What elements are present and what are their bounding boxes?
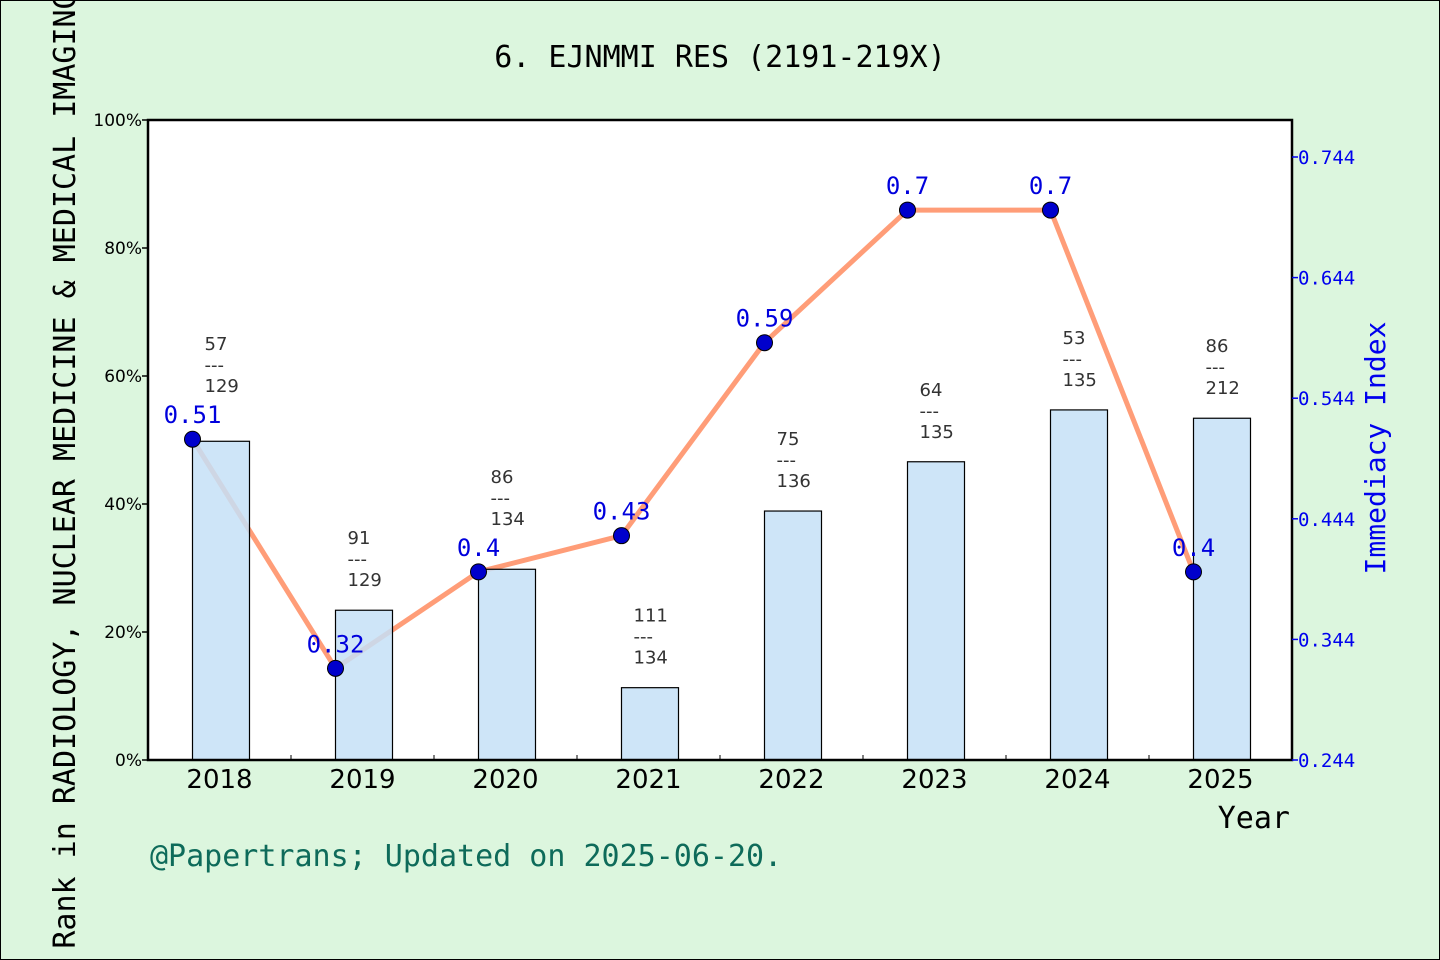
immediacy-point (184, 430, 201, 448)
x-tick-label: 2022 (758, 765, 824, 795)
x-tick-label: 2023 (901, 765, 967, 795)
rank-label: 91 (348, 528, 371, 549)
rank-label: 64 (920, 380, 943, 401)
total-label: 135 (1063, 370, 1097, 391)
rank-bar (334, 609, 394, 761)
rank-label: 53 (1063, 328, 1086, 349)
rank-separator: --- (1063, 349, 1083, 370)
x-axis-label: Year (1218, 801, 1290, 836)
rank-label: 111 (634, 606, 668, 627)
x-tick-label: 2024 (1044, 765, 1110, 795)
rank-bar (191, 440, 251, 761)
rank-bar (906, 461, 966, 761)
immediacy-label: 0.43 (593, 498, 651, 526)
x-tick-label: 2020 (472, 765, 538, 795)
right-tick-label: 0.444 (1298, 509, 1355, 531)
rank-label-group: 57---129 (205, 334, 239, 397)
immediacy-point (1042, 201, 1059, 219)
right-tick-label: 0.744 (1298, 147, 1355, 169)
immediacy-label: 0.51 (164, 401, 222, 429)
left-tick-label: 100% (93, 111, 142, 131)
left-tick-label: 0% (115, 751, 142, 771)
rank-bar (1049, 409, 1109, 761)
immediacy-label: 0.7 (886, 172, 929, 200)
rank-label: 86 (491, 467, 514, 488)
rank-label-group: 86---212 (1206, 336, 1240, 399)
right-tick-label: 0.644 (1298, 268, 1355, 290)
rank-bar (477, 568, 537, 761)
total-label: 129 (205, 376, 239, 397)
rank-separator: --- (348, 549, 368, 570)
left-axis-label: Rank in RADIOLOGY, NUCLEAR MEDICINE & ME… (48, 0, 83, 949)
footer-credit: @Papertrans; Updated on 2025-06-20. (150, 839, 782, 874)
immediacy-label: 0.7 (1029, 172, 1072, 200)
rank-separator: --- (634, 627, 654, 648)
chart-title: 6. EJNMMI RES (2191-219X) (494, 40, 946, 75)
rank-separator: --- (777, 450, 797, 471)
rank-label-group: 75---136 (777, 429, 811, 492)
rank-separator: --- (205, 355, 225, 376)
immediacy-point (613, 527, 630, 545)
rank-bar (620, 687, 680, 761)
total-label: 129 (348, 570, 382, 591)
total-label: 212 (1206, 378, 1240, 399)
rank-separator: --- (491, 488, 511, 509)
left-tick-label: 60% (104, 367, 142, 387)
right-tick-label: 0.544 (1298, 388, 1355, 410)
rank-label-group: 91---129 (348, 528, 382, 591)
immediacy-point (756, 334, 773, 352)
immediacy-label: 0.4 (457, 534, 500, 562)
rank-label: 86 (1206, 336, 1229, 357)
x-tick-label: 2018 (186, 765, 252, 795)
rank-label: 75 (777, 429, 800, 450)
rank-label-group: 86---134 (491, 467, 525, 530)
x-tick-label: 2019 (329, 765, 395, 795)
rank-bar (763, 510, 823, 761)
immediacy-point (470, 563, 487, 581)
left-tick-label: 80% (104, 239, 142, 259)
immediacy-point (899, 201, 916, 219)
rank-separator: --- (1206, 357, 1226, 378)
right-tick-label: 0.244 (1298, 750, 1355, 772)
x-tick-label: 2021 (615, 765, 681, 795)
rank-separator: --- (920, 401, 940, 422)
plot-area (148, 120, 1292, 760)
rank-label: 57 (205, 334, 228, 355)
rank-label-group: 111---134 (634, 606, 668, 669)
right-tick-label: 0.344 (1298, 629, 1355, 651)
right-axis-label: Immediacy Index (1359, 322, 1392, 575)
immediacy-point (327, 659, 344, 677)
x-tick-label: 2025 (1187, 765, 1253, 795)
rank-label-group: 53---135 (1063, 328, 1097, 391)
rank-label-group: 64---135 (920, 380, 954, 443)
left-tick-label: 40% (104, 495, 142, 515)
left-tick-label: 20% (104, 623, 142, 643)
total-label: 135 (920, 422, 954, 443)
immediacy-point (1185, 563, 1202, 581)
immediacy-label: 0.4 (1172, 534, 1215, 562)
immediacy-label: 0.32 (307, 630, 365, 658)
total-label: 134 (634, 648, 668, 669)
total-label: 136 (777, 471, 811, 492)
total-label: 134 (491, 509, 525, 530)
rank-bar (1192, 417, 1252, 761)
immediacy-label: 0.59 (736, 305, 794, 333)
